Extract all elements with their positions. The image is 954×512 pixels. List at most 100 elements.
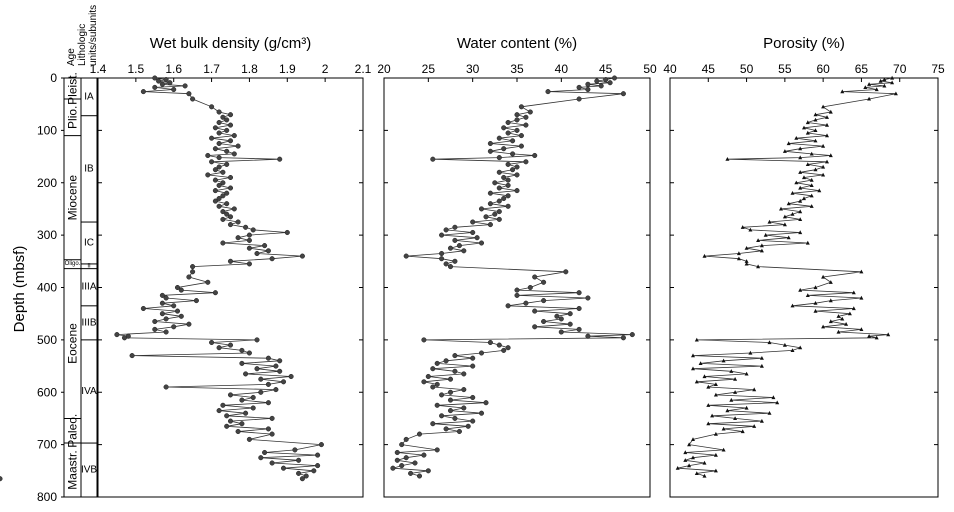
data-point [227, 222, 234, 228]
data-point [541, 279, 547, 285]
data-point [825, 122, 829, 127]
data-point [794, 180, 799, 185]
data-point [523, 300, 529, 306]
data-point [771, 395, 776, 400]
x-tick-label: 30 [466, 62, 480, 76]
data-point [483, 400, 489, 406]
data-point [258, 376, 264, 382]
y-tick-label: 400 [37, 281, 57, 295]
data-point [585, 295, 591, 301]
data-point [828, 153, 833, 158]
data-point [740, 225, 745, 229]
data-point [698, 361, 703, 365]
data-panels: Wet bulk density (g/cm³) 1.4 1.5 1.6 1.7 1.8 1… [0, 35, 945, 498]
data-point [205, 172, 211, 178]
data-point [474, 235, 480, 241]
data-point [439, 413, 445, 419]
data-point [254, 337, 260, 343]
data-point [403, 436, 409, 442]
data-point [235, 143, 241, 149]
data-point [786, 201, 791, 206]
data-point [744, 259, 749, 263]
data-point [443, 426, 449, 432]
data-point [224, 148, 230, 154]
data-point [821, 164, 826, 169]
data-point [216, 182, 222, 188]
data-point [212, 188, 218, 194]
data-point [821, 274, 826, 279]
data-point [514, 117, 520, 123]
data-point [315, 452, 321, 458]
x-tick-label: 45 [599, 62, 613, 76]
data-point [798, 230, 803, 235]
data-point [265, 400, 271, 406]
data-point [487, 190, 493, 196]
data-point [828, 298, 833, 303]
data-point [523, 159, 529, 165]
depth-axis-ticks: 0 100 200 300 400 500 600 700 800 [37, 71, 64, 504]
data-point [224, 117, 230, 123]
data-point [443, 227, 449, 233]
data-point [220, 209, 226, 215]
data-point [825, 159, 829, 164]
data-point [461, 248, 467, 254]
x-tick-label: 70 [893, 62, 907, 76]
data-point [461, 371, 467, 377]
x-tick-label: 20 [377, 62, 391, 76]
data-point [802, 196, 806, 201]
data-point [505, 119, 511, 126]
data-point [447, 264, 454, 270]
panel-title: Porosity (%) [763, 35, 845, 52]
data-point [212, 146, 218, 152]
data-point [733, 416, 738, 420]
data-point [212, 125, 218, 131]
data-point [576, 305, 582, 312]
data-point [620, 335, 626, 341]
data-point [216, 195, 222, 202]
data-point [496, 342, 502, 348]
data-point [416, 431, 423, 437]
data-point [874, 87, 879, 92]
data-point [216, 109, 222, 115]
data-point [505, 182, 511, 188]
data-point [430, 366, 436, 372]
data-point [496, 209, 502, 215]
data-point [782, 149, 787, 153]
unit-label: IVA [81, 386, 97, 397]
data-point [163, 77, 169, 83]
data-point [514, 287, 520, 293]
data-point [756, 238, 761, 242]
data-point [817, 188, 822, 193]
data-point [439, 250, 445, 257]
data-point [265, 426, 271, 432]
data-point [694, 337, 699, 342]
data-point [744, 405, 749, 410]
data-point [805, 130, 810, 135]
data-point [710, 413, 715, 418]
unit-header-line-2: units/subunits [88, 5, 99, 66]
data-point [813, 117, 818, 122]
data-point [220, 114, 226, 120]
data-point [782, 222, 787, 227]
data-point [759, 243, 764, 248]
data-point [434, 402, 440, 408]
data-point [805, 162, 810, 166]
unit-label: IA [84, 91, 94, 102]
data-point [227, 185, 234, 191]
data-point [456, 428, 462, 435]
data-point [702, 253, 707, 258]
data-point [594, 78, 600, 84]
data-point [510, 138, 516, 144]
x-tick-label: 1.9 [279, 62, 296, 76]
data-point [258, 389, 264, 395]
data-point [576, 326, 582, 332]
data-point [246, 245, 252, 251]
stratigraphy-columns: Age Lithologic units/subunits Pleist.Pli… [63, 5, 99, 498]
data-point [163, 295, 169, 301]
data-point [882, 83, 887, 88]
data-point [733, 377, 738, 381]
data-point [505, 345, 511, 351]
data-point [447, 376, 454, 382]
data-point [523, 122, 529, 128]
data-point [246, 232, 252, 238]
